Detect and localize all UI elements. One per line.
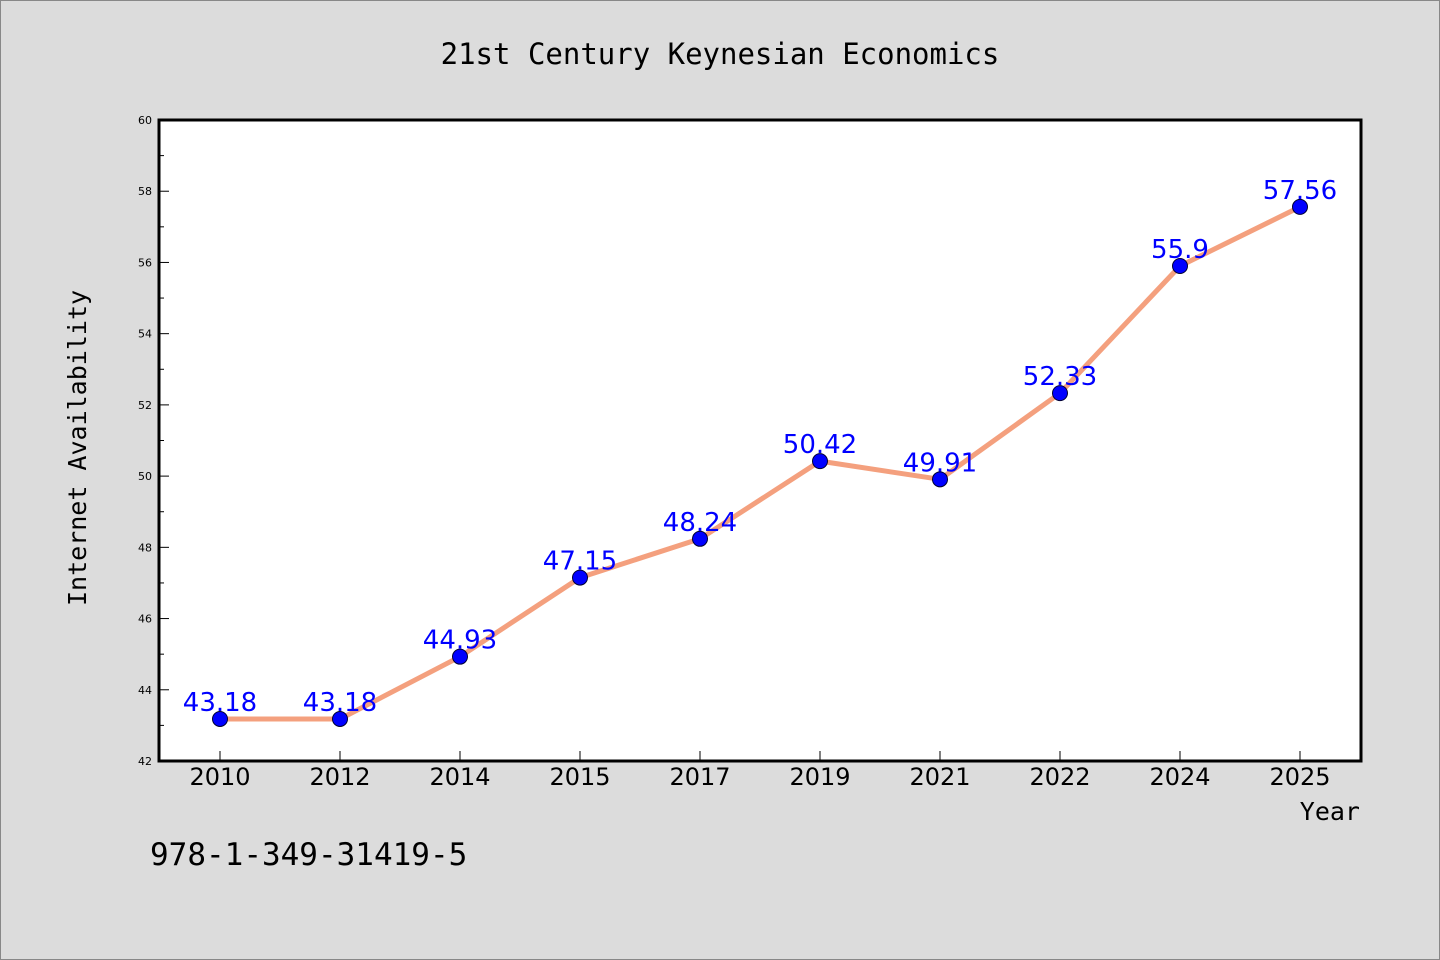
footer-code: 978-1-349-31419-5 <box>150 837 467 873</box>
y-tick-label: 46 <box>138 613 152 626</box>
x-tick-label: 2025 <box>1269 763 1330 791</box>
data-point <box>1292 198 1308 215</box>
chart-title: 21st Century Keynesian Economics <box>441 37 1000 71</box>
data-label: 48.24 <box>663 508 737 538</box>
y-tick-label: 42 <box>138 755 152 768</box>
data-point <box>572 569 588 586</box>
x-tick-label: 2024 <box>1149 763 1210 791</box>
y-tick-label: 54 <box>138 328 152 341</box>
data-point <box>1172 258 1188 275</box>
y-tick-label: 52 <box>138 399 152 412</box>
y-tick-label: 56 <box>138 256 152 269</box>
data-point <box>452 648 468 665</box>
x-tick-label: 2021 <box>909 763 970 791</box>
y-tick-label: 50 <box>138 470 152 483</box>
data-point <box>812 453 828 470</box>
data-point <box>332 710 348 727</box>
y-tick-label: 48 <box>138 541 152 554</box>
x-tick-label: 2012 <box>309 763 370 791</box>
x-tick-label: 2010 <box>189 763 250 791</box>
data-point <box>1052 385 1068 402</box>
x-tick-label: 2014 <box>429 763 490 791</box>
data-label: 43.18 <box>303 688 377 718</box>
y-tick-label: 58 <box>138 185 152 198</box>
data-label: 50.42 <box>783 430 857 460</box>
data-label: 47.15 <box>543 547 617 577</box>
y-tick-label: 60 <box>138 114 152 127</box>
y-axis-label: Internet Availability <box>63 290 92 606</box>
x-tick-label: 2015 <box>549 763 610 791</box>
x-axis: 2010 2012 2014 2015 2017 2019 2021 2022 2024 2025 <box>189 751 1331 791</box>
plot-area <box>159 120 1361 761</box>
y-axis: 42 44 46 48 50 52 54 56 58 60 <box>138 114 169 768</box>
data-point <box>932 471 948 488</box>
data-label: 49.91 <box>903 448 977 478</box>
data-label: 44.93 <box>423 626 497 656</box>
data-point <box>692 530 708 547</box>
data-label: 43.18 <box>183 688 257 718</box>
x-tick-label: 2022 <box>1029 763 1090 791</box>
data-label: 57.56 <box>1263 176 1337 206</box>
plot-frame <box>157 118 1363 763</box>
data-point <box>212 710 228 727</box>
x-tick-label: 2017 <box>669 763 730 791</box>
data-label: 52.33 <box>1023 362 1097 392</box>
x-axis-label: Year <box>1300 797 1360 826</box>
data-label: 55.9 <box>1151 235 1209 265</box>
x-tick-label: 2019 <box>789 763 850 791</box>
y-tick-label: 44 <box>138 684 152 697</box>
series-line <box>217 204 1303 722</box>
series-layer: 43.18 43.18 44.93 47.15 48.24 50.42 49.91 52.33… <box>183 176 1337 727</box>
